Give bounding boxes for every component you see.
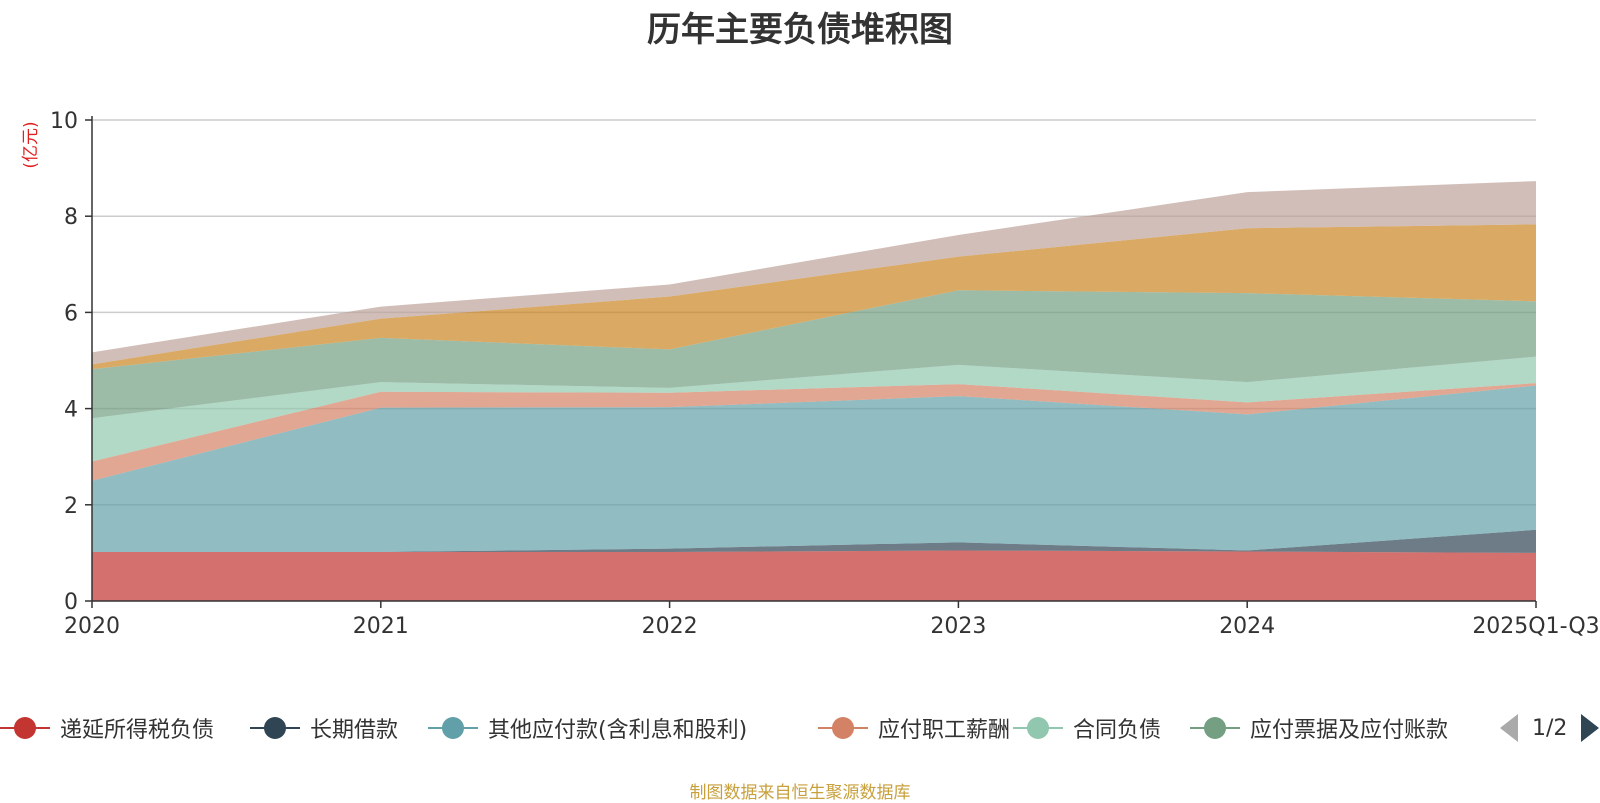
x-tick-label: 2025Q1-Q3 [1472, 614, 1599, 639]
legend-label: 应付职工薪酬 [878, 718, 1011, 743]
x-tick-label: 2020 [64, 614, 120, 639]
chart-title: 历年主要负债堆积图 [647, 10, 953, 50]
y-tick-label: 0 [64, 590, 78, 615]
legend: 递延所得税负债 长期借款 其他应付款(含利息和股利) 应付职工薪酬 合同负债 应付票据及应… [0, 710, 1600, 746]
legend-label: 长期借款 [310, 718, 399, 743]
axes: 0 2 4 6 8 10 2020 2021 2022 2023 2024 2025Q1-Q3 [50, 109, 1600, 639]
legend-item[interactable]: 其他应付款(含利息和股利) [428, 710, 747, 746]
legend-item[interactable]: 应付票据及应付账款 [1190, 710, 1448, 746]
stacked-areas [92, 181, 1536, 601]
legend-marker-icon [428, 710, 478, 746]
y-tick-label: 6 [64, 301, 78, 326]
legend-marker-icon [1013, 710, 1063, 746]
area-series[interactable] [92, 290, 1536, 419]
legend-marker-icon [250, 710, 300, 746]
x-tick-label: 2022 [642, 614, 698, 639]
legend-label: 递延所得税负债 [60, 718, 215, 743]
area-series[interactable] [92, 356, 1536, 462]
y-axis-unit-label: (亿元) [21, 121, 41, 168]
legend-page-indicator: 1/2 [1532, 715, 1568, 741]
legend-next-page-icon[interactable] [1581, 714, 1600, 742]
y-tick-label: 4 [64, 398, 78, 423]
x-tick-label: 2024 [1219, 614, 1275, 639]
area-series[interactable] [92, 529, 1536, 553]
legend-prev-page-icon[interactable] [1500, 714, 1518, 742]
legend-label: 其他应付款(含利息和股利) [488, 718, 748, 743]
y-tick-label: 10 [50, 109, 78, 134]
x-tick-label: 2021 [353, 614, 409, 639]
area-series[interactable] [92, 181, 1536, 365]
area-series[interactable] [92, 383, 1536, 481]
area-series[interactable] [92, 385, 1536, 552]
legend-item[interactable]: 长期借款 [250, 710, 398, 746]
legend-label: 合同负债 [1073, 718, 1162, 743]
legend-item[interactable]: 合同负债 [1013, 710, 1161, 746]
legend-marker-icon [818, 710, 868, 746]
x-tick-label: 2023 [930, 614, 986, 639]
area-series[interactable] [92, 550, 1536, 601]
area-series[interactable] [92, 224, 1536, 370]
legend-item[interactable]: 应付职工薪酬 [818, 710, 1010, 746]
legend-marker-icon [1190, 710, 1240, 746]
legend-label: 应付票据及应付账款 [1250, 718, 1449, 743]
y-tick-label: 8 [64, 205, 78, 230]
legend-item[interactable]: 递延所得税负债 [0, 710, 214, 746]
y-tick-label: 2 [64, 494, 78, 519]
legend-marker-icon [0, 710, 50, 746]
data-source-note: 制图数据来自恒生聚源数据库 [689, 783, 911, 803]
legend-pager: 1/2 [1500, 712, 1600, 744]
